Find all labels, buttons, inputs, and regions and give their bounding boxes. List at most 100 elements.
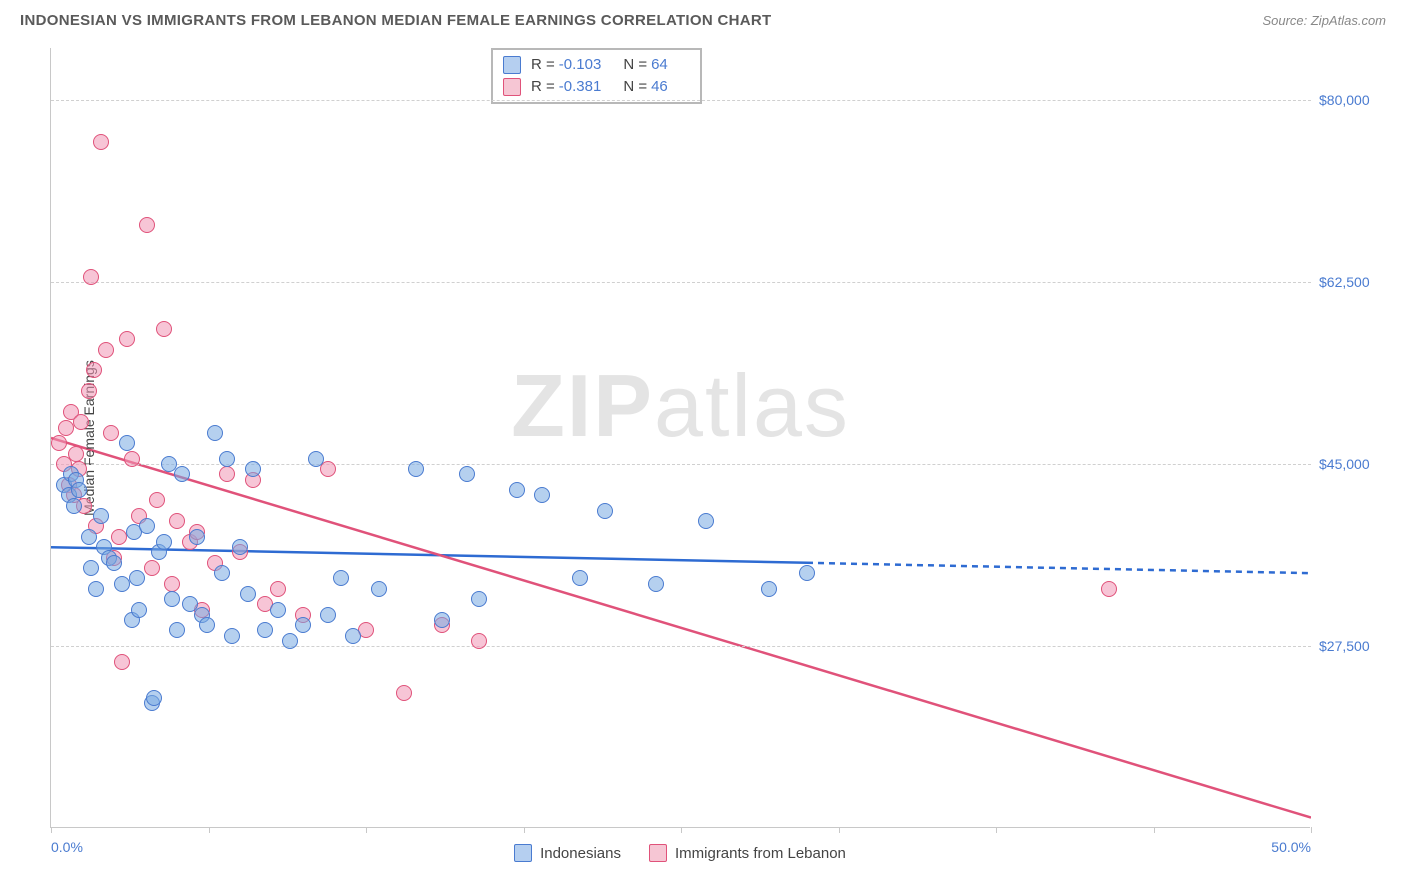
scatter-point xyxy=(245,461,261,477)
scatter-point xyxy=(86,362,102,378)
scatter-point xyxy=(434,612,450,628)
r-label: R = xyxy=(531,54,555,76)
scatter-point xyxy=(698,513,714,529)
scatter-point xyxy=(189,529,205,545)
legend-row-series-1: R = -0.381 N = 46 xyxy=(503,76,686,98)
x-tick xyxy=(681,827,682,833)
scatter-point xyxy=(164,576,180,592)
scatter-point xyxy=(103,425,119,441)
r-value-1: -0.381 xyxy=(559,76,602,98)
scatter-point xyxy=(1101,581,1117,597)
scatter-point xyxy=(459,466,475,482)
trend-line xyxy=(807,563,1311,573)
scatter-point xyxy=(114,654,130,670)
scatter-point xyxy=(156,321,172,337)
scatter-point xyxy=(169,513,185,529)
scatter-point xyxy=(73,414,89,430)
x-tick xyxy=(996,827,997,833)
gridline-h xyxy=(51,282,1311,283)
scatter-point xyxy=(572,570,588,586)
watermark-light: atlas xyxy=(654,356,850,455)
scatter-point xyxy=(295,617,311,633)
trend-lines-svg xyxy=(51,48,1311,828)
trend-line xyxy=(51,438,1311,818)
scatter-point xyxy=(471,633,487,649)
chart-title: INDONESIAN VS IMMIGRANTS FROM LEBANON ME… xyxy=(20,12,771,29)
gridline-h xyxy=(51,100,1311,101)
x-tick xyxy=(524,827,525,833)
scatter-point xyxy=(471,591,487,607)
scatter-point xyxy=(648,576,664,592)
scatter-point xyxy=(124,451,140,467)
scatter-point xyxy=(119,435,135,451)
scatter-point xyxy=(169,622,185,638)
scatter-point xyxy=(597,503,613,519)
legend-label-1: Immigrants from Lebanon xyxy=(675,845,846,862)
scatter-point xyxy=(81,383,97,399)
plot-area: ZIPatlas Median Female Earnings R = -0.1… xyxy=(50,48,1310,828)
scatter-point xyxy=(199,617,215,633)
legend-row-series-0: R = -0.103 N = 64 xyxy=(503,54,686,76)
watermark: ZIPatlas xyxy=(511,355,850,457)
plot-wrap: ZIPatlas Median Female Earnings R = -0.1… xyxy=(50,48,1380,828)
scatter-point xyxy=(320,607,336,623)
scatter-point xyxy=(257,622,273,638)
scatter-point xyxy=(144,560,160,576)
x-tick xyxy=(209,827,210,833)
scatter-point xyxy=(139,518,155,534)
n-label: N = xyxy=(623,54,647,76)
scatter-point xyxy=(139,217,155,233)
scatter-point xyxy=(93,134,109,150)
scatter-point xyxy=(131,602,147,618)
n-label: N = xyxy=(623,76,647,98)
x-tick xyxy=(366,827,367,833)
scatter-point xyxy=(146,690,162,706)
scatter-point xyxy=(224,628,240,644)
scatter-point xyxy=(58,420,74,436)
scatter-point xyxy=(88,581,104,597)
y-tick-label: $45,000 xyxy=(1319,456,1399,472)
scatter-point xyxy=(93,508,109,524)
scatter-point xyxy=(408,461,424,477)
scatter-point xyxy=(119,331,135,347)
y-tick-label: $62,500 xyxy=(1319,274,1399,290)
scatter-point xyxy=(68,446,84,462)
x-tick xyxy=(51,827,52,833)
scatter-point xyxy=(333,570,349,586)
legend-item-0: Indonesians xyxy=(514,844,621,862)
scatter-point xyxy=(320,461,336,477)
scatter-point xyxy=(129,570,145,586)
chart-source: Source: ZipAtlas.com xyxy=(1262,13,1386,28)
scatter-point xyxy=(114,576,130,592)
scatter-point xyxy=(799,565,815,581)
scatter-point xyxy=(308,451,324,467)
scatter-point xyxy=(98,342,114,358)
scatter-point xyxy=(164,591,180,607)
scatter-point xyxy=(232,539,248,555)
scatter-point xyxy=(111,529,127,545)
scatter-point xyxy=(214,565,230,581)
n-value-0: 64 xyxy=(651,54,668,76)
scatter-point xyxy=(83,269,99,285)
scatter-point xyxy=(534,487,550,503)
n-value-1: 46 xyxy=(651,76,668,98)
y-tick-label: $80,000 xyxy=(1319,92,1399,108)
scatter-point xyxy=(81,529,97,545)
scatter-point xyxy=(396,685,412,701)
scatter-point xyxy=(219,451,235,467)
scatter-point xyxy=(207,425,223,441)
x-tick xyxy=(1311,827,1312,833)
scatter-point xyxy=(156,534,172,550)
series-legend: Indonesians Immigrants from Lebanon xyxy=(50,844,1310,862)
legend-swatch-0 xyxy=(514,844,532,862)
gridline-h xyxy=(51,464,1311,465)
x-tick xyxy=(1154,827,1155,833)
scatter-point xyxy=(509,482,525,498)
legend-swatch-0 xyxy=(503,56,521,74)
legend-label-0: Indonesians xyxy=(540,845,621,862)
scatter-point xyxy=(174,466,190,482)
scatter-point xyxy=(270,602,286,618)
correlation-legend: R = -0.103 N = 64 R = -0.381 N = 46 xyxy=(491,48,702,104)
r-value-0: -0.103 xyxy=(559,54,602,76)
scatter-point xyxy=(51,435,67,451)
